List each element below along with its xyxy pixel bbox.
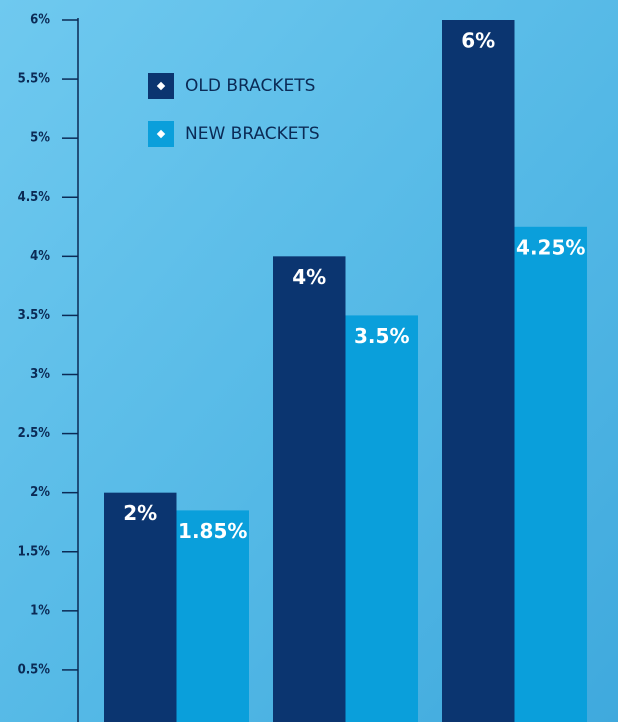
chart: 0.5% 1% 1.5% 2% 2.5% 3% 3.5% 4% 4.5% 5% 5.5% 6% 2% 1.… — [0, 0, 618, 722]
value-label: 3.5% — [354, 324, 409, 348]
value-label: 4.25% — [516, 235, 585, 259]
bar — [273, 256, 346, 722]
bar — [104, 493, 177, 722]
y-tick-label: 3.5% — [18, 308, 51, 323]
value-label: 1.85% — [178, 519, 247, 543]
y-tick-label: 2% — [30, 485, 50, 500]
value-label: 6% — [461, 29, 495, 53]
bar — [346, 315, 419, 722]
y-tick-label: 1.5% — [18, 544, 51, 559]
y-tick-label: 1% — [30, 603, 50, 618]
value-label: 2% — [123, 501, 157, 525]
legend-label: OLD BRACKETS — [185, 76, 315, 96]
y-tick-label: 2.5% — [18, 426, 51, 441]
legend-label: NEW BRACKETS — [185, 124, 320, 144]
bar — [442, 20, 515, 722]
y-tick-label: 6% — [30, 13, 50, 28]
y-tick-label: 4% — [30, 249, 50, 264]
y-tick-label: 3% — [30, 367, 50, 382]
y-tick-label: 5% — [30, 131, 50, 146]
bar — [515, 227, 588, 722]
y-tick-label: 0.5% — [18, 662, 51, 677]
y-tick-label: 4.5% — [18, 190, 51, 205]
y-tick-label: 5.5% — [18, 72, 51, 87]
value-label: 4% — [292, 265, 326, 289]
